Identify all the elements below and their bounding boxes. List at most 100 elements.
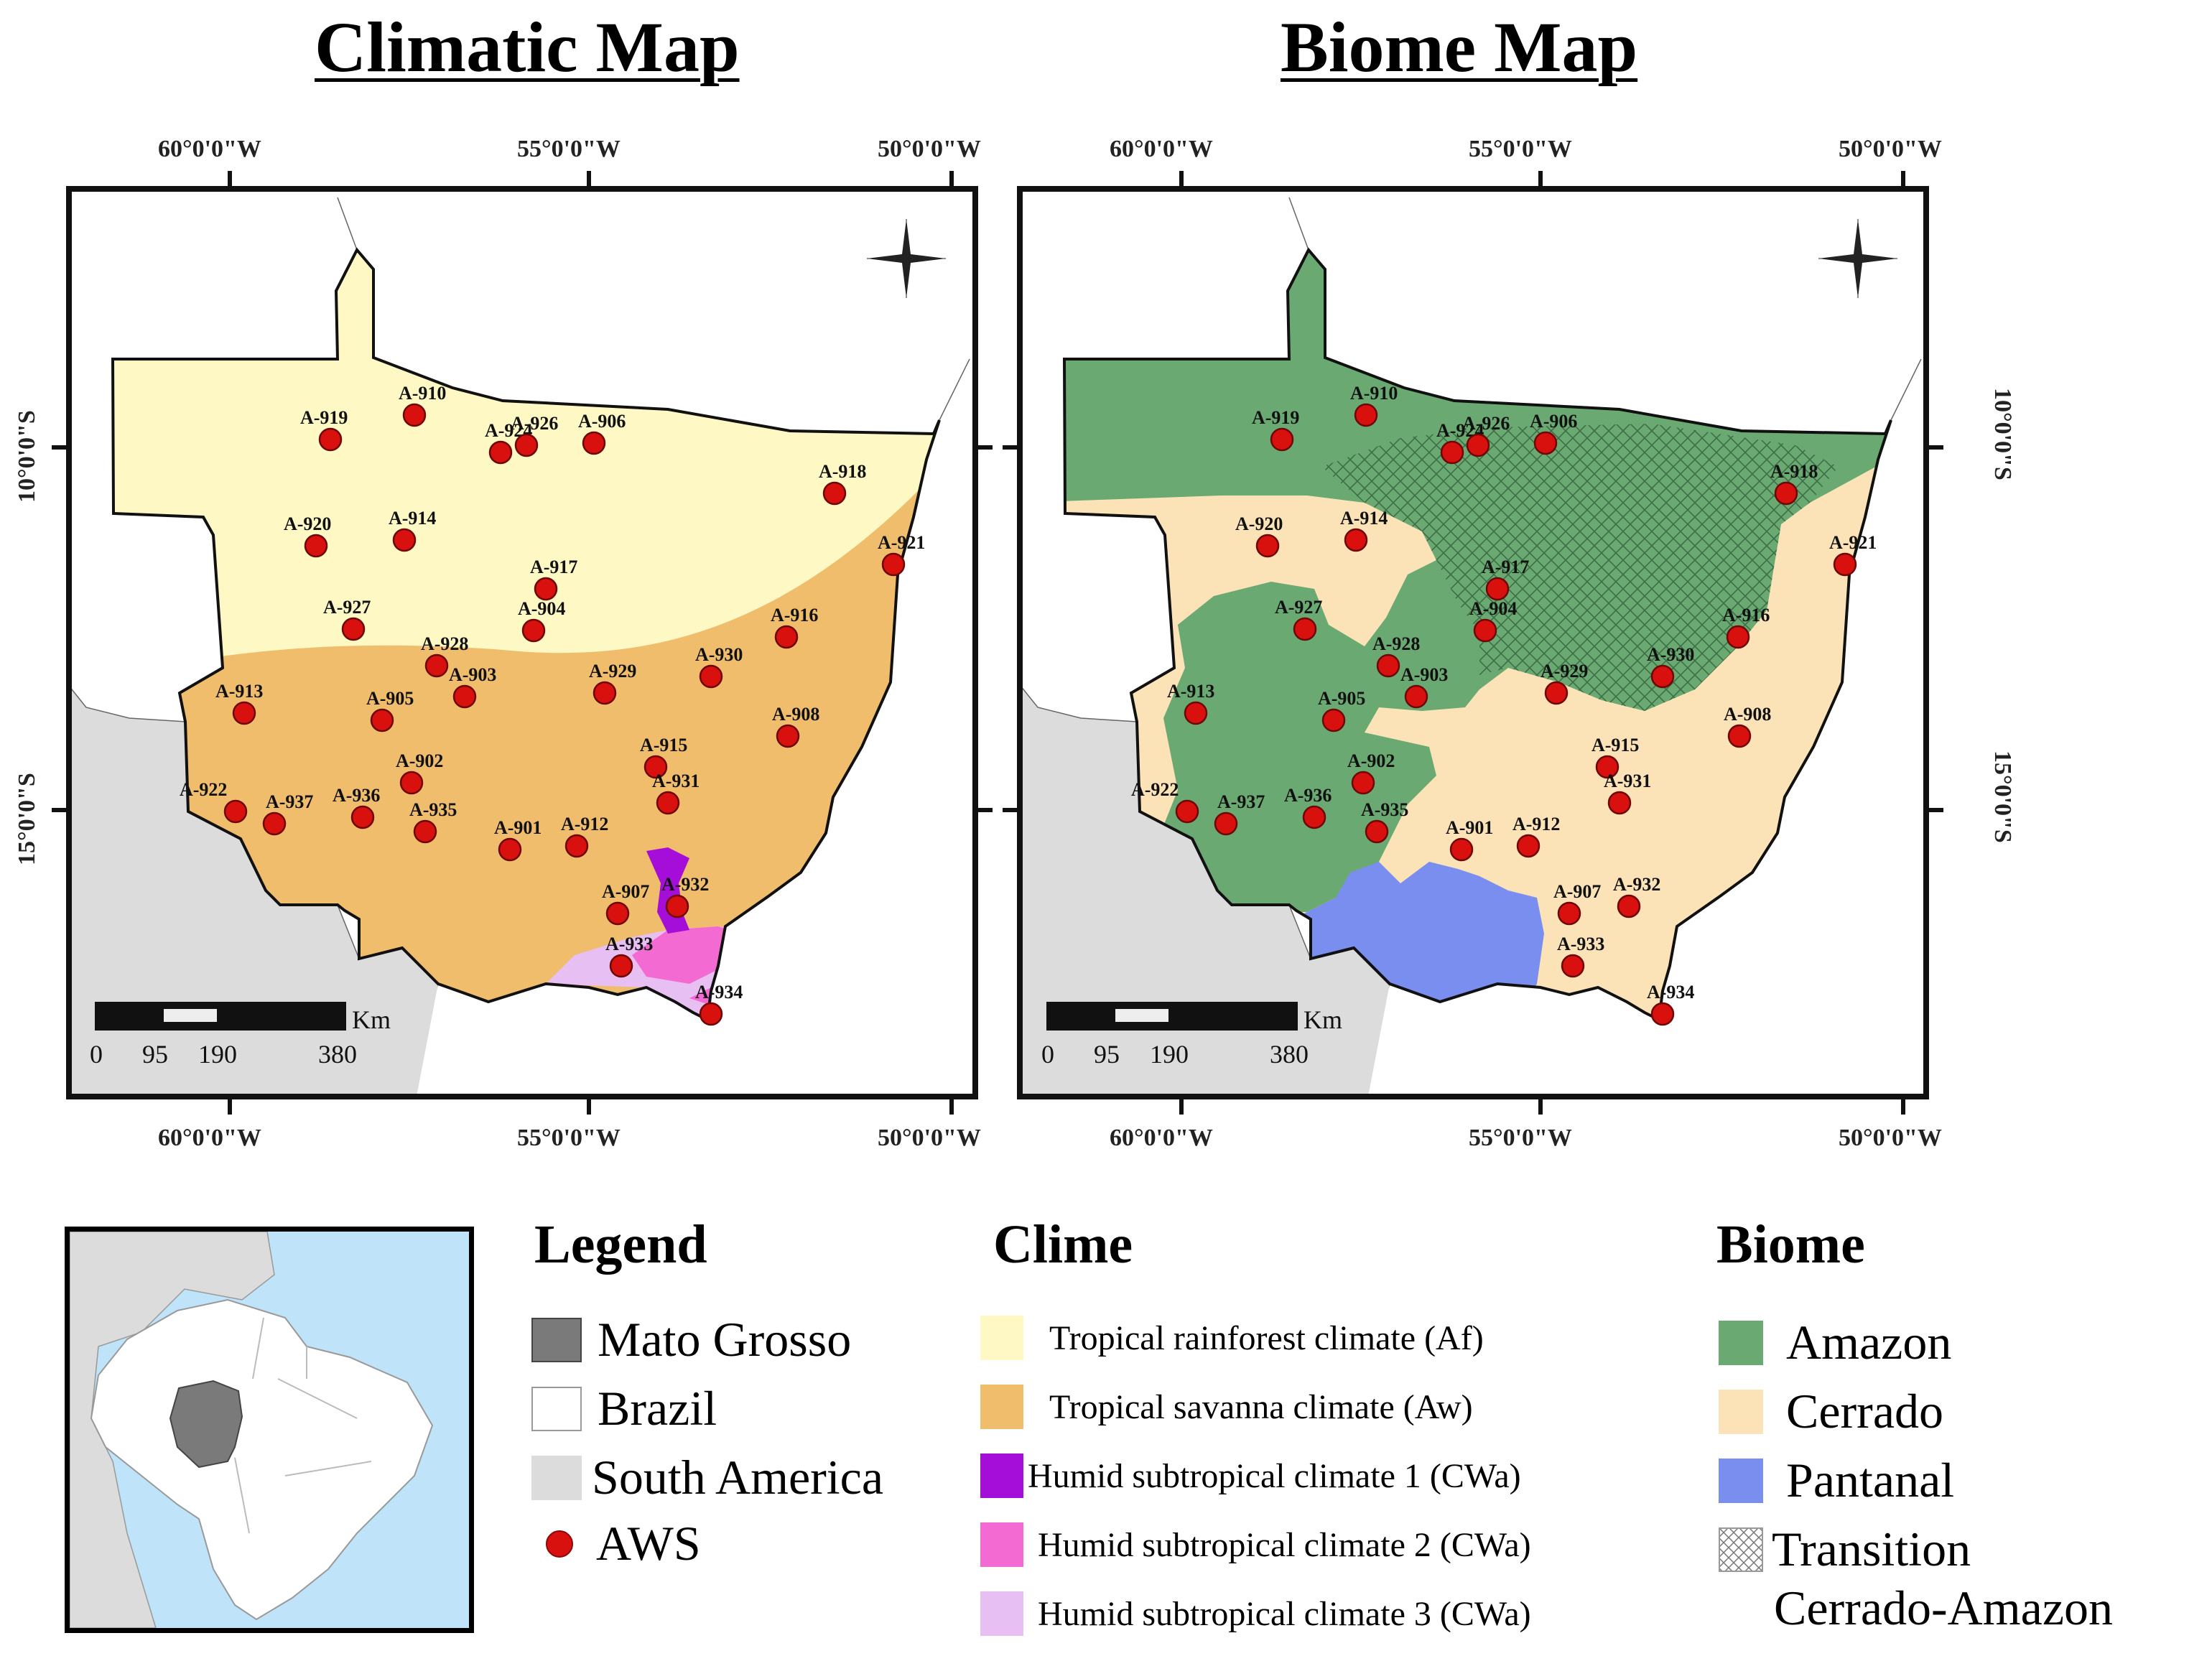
state-borders: [177, 1317, 372, 1534]
aws-station-label: A-922: [1131, 779, 1179, 800]
aws-station-label: A-930: [695, 644, 743, 665]
aws-station-label: A-934: [1647, 982, 1694, 1003]
aws-station-label: A-918: [1770, 461, 1818, 482]
aws-station-label: A-910: [1350, 383, 1398, 404]
clime-swatch: [980, 1522, 1023, 1567]
aws-station-marker: [223, 799, 248, 824]
aws-station-marker: [605, 901, 630, 926]
aws-station-marker: [318, 427, 343, 452]
grid-ticks: [52, 171, 993, 1115]
aws-station-marker: [1617, 894, 1641, 918]
clime-swatch: [980, 1453, 1023, 1498]
aws-station-marker: [1184, 701, 1208, 725]
biome-label: Transition: [1772, 1522, 1971, 1576]
aws-station-marker: [1726, 625, 1750, 649]
clime-swatch: [980, 1591, 1023, 1636]
aws-station-marker: [1351, 771, 1375, 795]
aws-station-label: A-927: [323, 597, 371, 618]
scale-unit: Km: [1304, 1005, 1342, 1034]
aws-station-label: A-920: [284, 513, 331, 534]
aws-station-marker: [1466, 433, 1490, 457]
aws-station-label: A-936: [333, 785, 380, 806]
aws-station-marker: [488, 440, 513, 465]
aws-station-marker: [262, 811, 287, 836]
aws-station-marker: [402, 403, 427, 427]
aws-station-marker: [1473, 618, 1497, 643]
aws-station-marker: [498, 837, 522, 862]
climatic-map-title: Climatic Map: [315, 7, 740, 87]
aws-station-label: A-935: [409, 799, 457, 820]
aws-station-label: A-912: [1512, 814, 1560, 834]
aws-station-label: A-913: [1167, 681, 1214, 702]
legend-label: Brazil: [598, 1381, 717, 1436]
locator-map: [65, 1227, 474, 1633]
clime-label: Humid subtropical climate 3 (CWa): [1038, 1594, 1531, 1633]
biome-map-title: Biome Map: [1281, 7, 1638, 87]
aws-station-marker: [609, 954, 633, 978]
aws-station-marker: [392, 528, 417, 552]
aws-station-marker: [424, 653, 449, 678]
aws-station-marker: [1214, 811, 1238, 836]
clime-item: Humid subtropical climate 2 (CWa): [980, 1522, 1531, 1567]
aws-station-label: A-903: [1400, 664, 1448, 685]
biome-swatch: [1719, 1320, 1763, 1365]
aws-station-marker: [1485, 577, 1510, 601]
aws-station-marker: [1561, 954, 1585, 978]
north-arrow: [867, 219, 946, 298]
lon-label: 60°0'0"W: [1110, 136, 1213, 162]
lon-label: 55°0'0"W: [517, 136, 621, 162]
aws-station-label: A-933: [605, 934, 653, 954]
aws-station-marker: [665, 894, 689, 918]
aws-station-label: A-914: [1340, 508, 1388, 529]
south-america-area: [1311, 984, 1390, 1097]
aws-station-label: A-916: [771, 605, 818, 625]
aws-station-marker: [656, 791, 680, 815]
aws-station-label: A-915: [1591, 735, 1639, 755]
lon-label: 55°0'0"W: [517, 1125, 621, 1151]
south-america-area: [70, 1232, 275, 1628]
lon-label: 60°0'0"W: [1110, 1125, 1213, 1151]
legend-item: AWS: [546, 1515, 701, 1572]
biome-item-sub: Cerrado-Amazon: [1774, 1580, 2113, 1637]
scale-tick: 190: [198, 1040, 237, 1069]
aws-station-label: A-917: [530, 557, 577, 577]
brazil-area: [90, 1298, 434, 1621]
aws-station-label: A-903: [449, 664, 496, 685]
biome-swatch: [1719, 1389, 1763, 1434]
aws-station-marker: [1595, 755, 1620, 779]
legend-label: AWS: [596, 1516, 701, 1571]
aws-station-marker: [1255, 534, 1280, 558]
aws-station-marker: [413, 819, 437, 844]
aws-station-marker: [1650, 664, 1675, 689]
clime-item: Humid subtropical climate 3 (CWa): [980, 1591, 1531, 1636]
clime-swatch: [980, 1316, 1023, 1360]
aws-station-label: A-902: [396, 750, 443, 771]
scale-tick: 190: [1150, 1040, 1189, 1069]
legend-item: Mato Grosso: [531, 1311, 851, 1368]
aws-station-label: A-920: [1235, 513, 1283, 534]
aws-station-label: A-929: [1540, 661, 1588, 682]
aws-station-label: A-906: [1530, 411, 1577, 432]
biome-swatch: [1719, 1458, 1763, 1503]
aws-station-marker: [1833, 552, 1857, 577]
aws-station-label: A-933: [1557, 934, 1604, 954]
scale-tick: 95: [142, 1040, 168, 1069]
scale-unit: Km: [352, 1005, 391, 1034]
mato-grosso-area: [169, 1380, 243, 1469]
legend-swatch: [531, 1317, 582, 1362]
aws-station-marker: [1774, 481, 1798, 506]
aws-station-label: A-926: [1462, 413, 1510, 434]
aws-station-marker: [232, 701, 256, 725]
clime-item: Tropical savanna climate (Aw): [980, 1385, 1473, 1429]
aws-station-label: A-928: [1372, 633, 1420, 654]
locator-map-svg: [70, 1232, 434, 1628]
aws-station-label: A-928: [421, 633, 468, 654]
legend-swatch: [531, 1455, 582, 1500]
aws-station-marker: [370, 708, 394, 732]
aws-station-label: A-931: [652, 771, 700, 791]
legend-item: South America: [531, 1449, 883, 1506]
scale-bar: Km 0 95 190 380: [1041, 1002, 1342, 1069]
legend-label: Mato Grosso: [598, 1312, 852, 1367]
clime-swatch: [980, 1385, 1023, 1429]
